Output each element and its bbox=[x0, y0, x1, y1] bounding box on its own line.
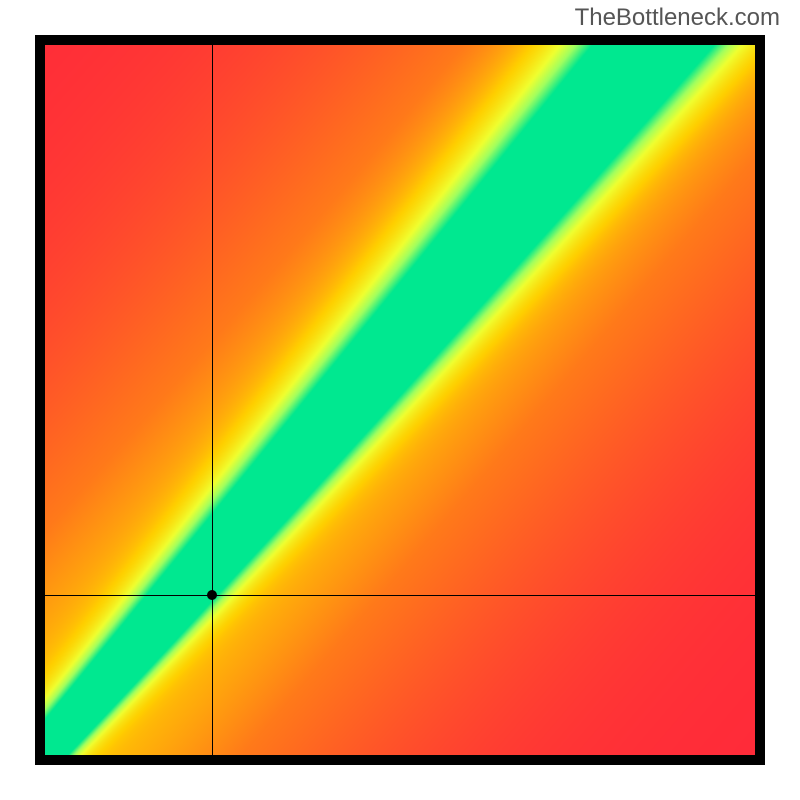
watermark-text: TheBottleneck.com bbox=[575, 4, 780, 32]
bottleneck-heatmap bbox=[45, 45, 755, 755]
chart-frame bbox=[35, 35, 765, 765]
crosshair-vertical-line bbox=[212, 45, 213, 755]
page-container: TheBottleneck.com bbox=[0, 0, 800, 800]
crosshair-horizontal-line bbox=[45, 595, 755, 596]
crosshair-point bbox=[207, 590, 217, 600]
